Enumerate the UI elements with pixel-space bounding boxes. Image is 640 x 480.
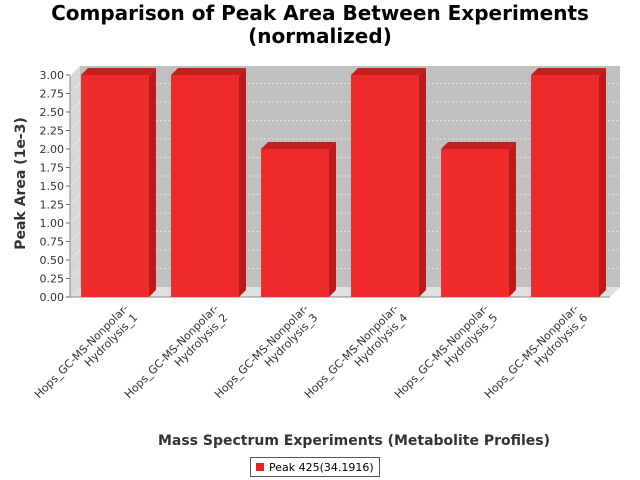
y-tick-label: 1.75: [40, 162, 65, 175]
y-axis-label: Peak Area (1e-3): [13, 117, 29, 250]
bar: [81, 75, 149, 297]
x-tick-label-line: Hops_GC-MS-Nonpolar-: [32, 302, 131, 401]
chart-title-line: Comparison of Peak Area Between Experime…: [51, 1, 589, 25]
bar-top: [351, 68, 426, 75]
legend: Peak 425(34.1916): [250, 457, 380, 477]
bar-side: [238, 68, 246, 297]
y-tick-label: 0.00: [40, 291, 65, 304]
plot-side-wall: [70, 66, 80, 297]
y-tick-label: 2.00: [40, 143, 65, 156]
x-tick-label-line: Hops_GC-MS-Nonpolar-: [302, 302, 401, 401]
x-tick-label-line: Hops_GC-MS-Nonpolar-: [482, 302, 581, 401]
legend-swatch: [256, 463, 264, 471]
y-tick-label: 2.50: [40, 106, 65, 119]
bar-top: [81, 68, 156, 75]
chart-title: Comparison of Peak Area Between Experime…: [0, 2, 640, 48]
y-tick-label: 0.50: [40, 254, 65, 267]
x-tick-label-line: Hops_GC-MS-Nonpolar-: [212, 302, 311, 401]
y-tick-label: 2.75: [40, 88, 65, 101]
bar: [171, 75, 239, 297]
legend-label: Peak 425(34.1916): [269, 460, 374, 474]
bar-side: [418, 68, 426, 297]
x-tick-label-line: Hops_GC-MS-Nonpolar-: [392, 302, 491, 401]
bar: [351, 75, 419, 297]
y-tick-label: 1.50: [40, 180, 65, 193]
bar: [531, 75, 599, 297]
bar-side: [508, 142, 516, 297]
bar: [261, 149, 329, 297]
y-tick-label: 3.00: [40, 69, 65, 82]
bar-top: [441, 142, 516, 149]
x-tick-label: Hops_GC-MS-Nonpolar-Hydrolysis_6: [482, 302, 590, 401]
bar-side: [598, 68, 606, 297]
bar-side: [148, 68, 156, 297]
bar: [441, 149, 509, 297]
y-tick-label: 0.75: [40, 236, 65, 249]
bar-top: [531, 68, 606, 75]
bar-top: [171, 68, 246, 75]
y-tick-label: 0.25: [40, 273, 65, 286]
x-tick-label-line: Hops_GC-MS-Nonpolar-: [122, 302, 221, 401]
x-axis-label: Mass Spectrum Experiments (Metabolite Pr…: [158, 433, 550, 449]
bar-side: [328, 142, 336, 297]
y-tick-label: 1.25: [40, 199, 65, 212]
y-tick-label: 2.25: [40, 125, 65, 138]
y-tick-label: 1.00: [40, 217, 65, 230]
bar-top: [261, 142, 336, 149]
chart-subtitle: (normalized): [248, 24, 392, 48]
